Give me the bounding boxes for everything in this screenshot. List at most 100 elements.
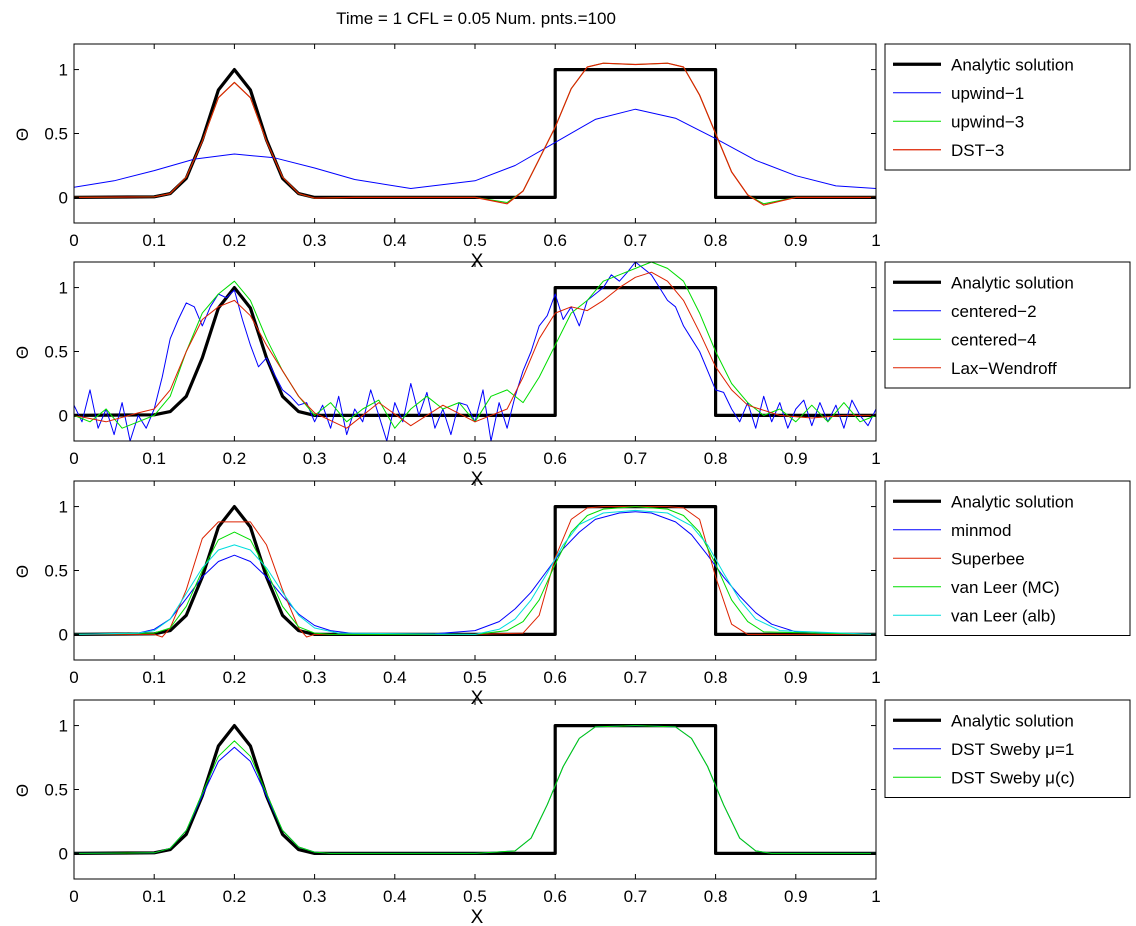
x-tick-label: 0.5 (463, 668, 487, 687)
x-tick-label: 0.6 (543, 887, 567, 906)
x-tick-label: 0.8 (704, 449, 728, 468)
legend-label: van Leer (MC) (951, 578, 1060, 597)
series-line (74, 62, 876, 205)
x-tick-label: 0 (69, 231, 78, 250)
series-line (74, 108, 876, 189)
x-tick-label: 0.9 (784, 449, 808, 468)
y-tick-label: 0.5 (44, 125, 68, 144)
legend-label: Lax−Wendroff (951, 359, 1057, 378)
y-tick-label: 0.5 (44, 781, 68, 800)
x-tick-label: 0.1 (142, 449, 166, 468)
figure-title: Time = 1 CFL = 0.05 Num. pnts.=100 (336, 9, 616, 28)
y-tick-label: 0 (59, 188, 68, 207)
x-tick-label: 0.4 (383, 231, 407, 250)
x-tick-label: 0.9 (784, 668, 808, 687)
x-tick-label: 0.4 (383, 887, 407, 906)
legend-label: DST−3 (951, 141, 1004, 160)
x-tick-label: 0.4 (383, 668, 407, 687)
x-tick-label: 0.2 (223, 668, 247, 687)
legend-label: van Leer (alb) (951, 606, 1056, 625)
x-tick-label: 0.7 (624, 668, 648, 687)
x-tick-label: 0.1 (142, 887, 166, 906)
series-line (74, 511, 876, 635)
x-tick-label: 0.5 (463, 231, 487, 250)
x-tick-label: 0 (69, 668, 78, 687)
series-line (74, 725, 876, 854)
y-tick-label: 1 (59, 498, 68, 517)
x-tick-label: 1 (871, 668, 880, 687)
series-line (74, 67, 876, 199)
series-line (74, 506, 876, 635)
legend-label: Analytic solution (951, 711, 1074, 730)
chart-panel-1: 0 0.1 0.2 0.3 0.4 0.5 0.6 0.7 0.8 0.9 100.51XΘAnal… (13, 43, 1131, 272)
legend-label: centered−2 (951, 302, 1037, 321)
series-line (74, 505, 876, 637)
x-tick-label: 0.6 (543, 449, 567, 468)
x-tick-label: 0.6 (543, 231, 567, 250)
x-tick-label: 0.4 (383, 449, 407, 468)
x-tick-label: 0.1 (142, 231, 166, 250)
x-tick-label: 0.7 (624, 231, 648, 250)
legend-label: Analytic solution (951, 55, 1074, 74)
x-axis-label: X (471, 907, 484, 926)
x-tick-label: 0.3 (303, 231, 327, 250)
legend-label: Superbee (951, 549, 1025, 568)
x-tick-label: 0.7 (624, 449, 648, 468)
series-line (74, 62, 876, 206)
x-tick-label: 0.1 (142, 668, 166, 687)
y-tick-label: 0.5 (44, 343, 68, 362)
y-tick-label: 0.5 (44, 562, 68, 581)
y-axis-label: Θ (13, 346, 32, 359)
y-axis-label: Θ (13, 565, 32, 578)
legend: Analytic solution upwind−1 upwind−3 DST−3 (884, 43, 1131, 171)
series-line (74, 262, 876, 429)
series-line (74, 509, 876, 635)
x-tick-label: 0.8 (704, 231, 728, 250)
series-line (74, 725, 876, 854)
x-tick-label: 0 (69, 449, 78, 468)
y-tick-label: 1 (59, 717, 68, 736)
x-tick-label: 0.3 (303, 887, 327, 906)
y-axis-label: Θ (13, 784, 32, 797)
y-tick-label: 0 (59, 625, 68, 644)
chart-panel-3: 0 0.1 0.2 0.3 0.4 0.5 0.6 0.7 0.8 0.9 1 0 0.5 1 X Θ Anal… (13, 480, 1131, 709)
legend: Analytic solution minmod Superbee van Leer … (884, 480, 1131, 636)
x-tick-label: 0.2 (223, 231, 247, 250)
x-tick-label: 0.9 (784, 887, 808, 906)
series-line (74, 506, 876, 638)
x-tick-label: 1 (871, 449, 880, 468)
x-tick-label: 0.2 (223, 887, 247, 906)
chart-panel-4: 0 0.1 0.2 0.3 0.4 0.5 0.6 0.7 0.8 0.9 1 0 0.5 1 X Θ Anal… (13, 699, 1131, 926)
y-axis-label: Θ (13, 128, 32, 141)
x-tick-label: 0 (69, 887, 78, 906)
series-line (74, 271, 876, 429)
x-tick-label: 1 (871, 887, 880, 906)
y-tick-label: 0 (59, 406, 68, 425)
legend-label: Analytic solution (951, 273, 1074, 292)
legend-label: DST Sweby μ(c) (951, 768, 1075, 787)
x-tick-label: 0.9 (784, 231, 808, 250)
x-tick-label: 0.2 (223, 449, 247, 468)
x-tick-label: 0.5 (463, 449, 487, 468)
x-tick-label: 0.8 (704, 887, 728, 906)
x-tick-label: 0.7 (624, 887, 648, 906)
x-tick-label: 0.5 (463, 887, 487, 906)
x-axis-label: X (471, 688, 484, 709)
legend-label: centered−4 (951, 330, 1037, 349)
chart-panel-2: 0 0.1 0.2 0.3 0.4 0.5 0.6 0.7 0.8 0.9 1 0 0.5 1 X Θ Anal… (13, 261, 1131, 490)
y-tick-label: 0 (59, 844, 68, 863)
legend-label: upwind−3 (951, 112, 1024, 131)
y-tick-label: 1 (59, 279, 68, 298)
legend: Analytic solution centered−2 centered−4 Lax… (884, 261, 1131, 389)
x-axis-label: X (471, 469, 484, 490)
x-tick-label: 1 (871, 231, 880, 250)
legend-label: DST Sweby μ=1 (951, 740, 1074, 759)
legend-label: Analytic solution (951, 492, 1074, 511)
legend-label: upwind−1 (951, 84, 1024, 103)
y-tick-label: 1 (59, 61, 68, 80)
legend: Analytic solution DST Sweby μ=1 DST Sweby … (884, 699, 1131, 798)
series-line (74, 723, 876, 856)
x-tick-label: 0.6 (543, 668, 567, 687)
x-tick-label: 0.3 (303, 668, 327, 687)
